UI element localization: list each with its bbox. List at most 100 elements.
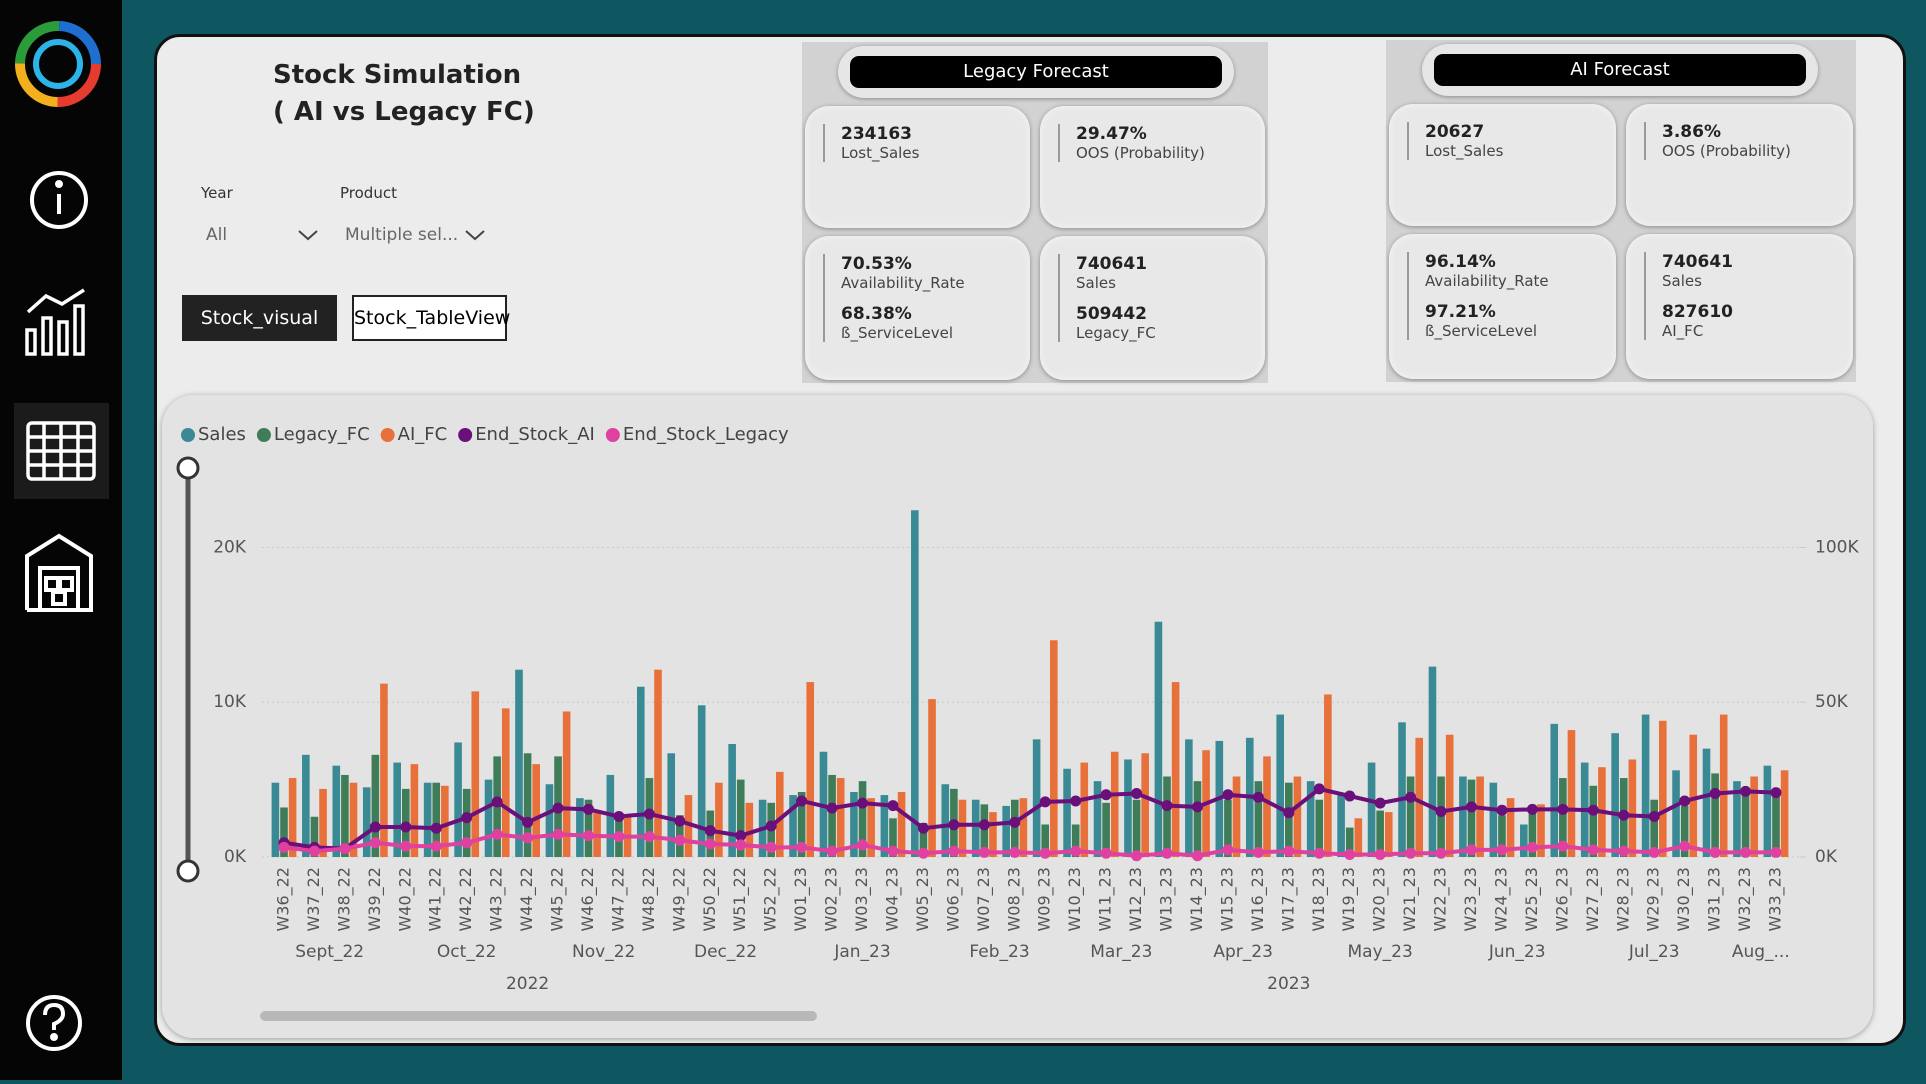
y-tick-label: 20K [213, 537, 247, 557]
bar [1750, 776, 1758, 857]
bar [1780, 770, 1789, 857]
kpi-label: Availability_Rate [1425, 272, 1549, 290]
line-point [1039, 796, 1051, 808]
line-point [796, 841, 808, 853]
bar [1689, 734, 1698, 857]
kpi-label: Sales [1662, 272, 1702, 290]
x-month-label: Dec_22 [694, 942, 757, 962]
x-tick-label: W33_23 [1766, 867, 1786, 932]
bar [684, 795, 693, 857]
line-point [1405, 847, 1417, 859]
line-point [1131, 788, 1143, 800]
bar [1315, 799, 1324, 857]
x-tick-label: W45_22 [548, 867, 568, 932]
line-point [704, 825, 716, 837]
line-point [1709, 788, 1721, 800]
bar [271, 782, 280, 857]
bar [1672, 770, 1680, 857]
nav-button[interactable]: Stock_visual [182, 295, 337, 341]
bar [332, 765, 341, 857]
x-scrollbar[interactable] [260, 1011, 817, 1021]
line-point [1313, 783, 1325, 795]
x-tick-label: W09_23 [1035, 867, 1055, 932]
bar [858, 781, 867, 857]
kpi-card: 3.86% OOS (Probability) [1626, 104, 1853, 226]
x-tick-label: W14_23 [1187, 867, 1207, 932]
bar [806, 682, 815, 857]
chart-icon-bar [41, 316, 53, 356]
line-point [491, 828, 503, 840]
bar [958, 799, 967, 857]
legend-label: AI_FC [398, 424, 448, 445]
kpi-value: 827610 [1662, 302, 1733, 322]
line-point [1100, 789, 1112, 801]
x-tick-label: W20_23 [1370, 867, 1390, 932]
bar [941, 784, 950, 857]
y-slider-handle[interactable] [176, 859, 200, 883]
bar [441, 785, 449, 857]
x-tick-label: W21_23 [1400, 867, 1420, 932]
bar [911, 510, 919, 857]
x-tick-label: W47_22 [608, 867, 628, 932]
help-icon[interactable] [26, 995, 82, 1051]
sidebar [0, 0, 122, 1080]
line-point [552, 802, 564, 814]
x-tick-label: W15_23 [1217, 867, 1237, 932]
x-tick-label: W30_23 [1674, 867, 1694, 932]
kpi-card-body: 3.86% OOS (Probability) [1644, 122, 1835, 160]
y2-tick-label: 50K [1815, 692, 1849, 712]
bar [1733, 781, 1741, 857]
bar [667, 753, 676, 857]
filter-label: Year [201, 184, 233, 202]
line-point [1770, 787, 1782, 799]
y2-tick-label: 0K [1815, 847, 1838, 867]
warehouse-icon[interactable] [25, 533, 93, 612]
bar [980, 804, 989, 857]
line-point [430, 822, 442, 834]
kpi-label: Lost_Sales [841, 144, 920, 162]
line-point [1252, 846, 1264, 858]
bar [1010, 799, 1019, 857]
line-point [430, 840, 442, 852]
line-point [796, 795, 808, 807]
line-point [704, 838, 716, 850]
y-tick-label: 0K [224, 847, 247, 867]
bar [897, 791, 906, 857]
line-point [1191, 850, 1203, 862]
logo[interactable] [15, 21, 101, 107]
filter-dropdown[interactable]: All [206, 225, 228, 245]
table-icon [26, 421, 96, 481]
chart-icon-bar [25, 328, 37, 356]
dropdown-chevron[interactable] [297, 228, 319, 242]
x-tick-label: W50_22 [700, 867, 720, 932]
line-point [1405, 791, 1417, 803]
bar [593, 810, 601, 857]
bar [1489, 782, 1498, 857]
kpi-header: Legacy Forecast [850, 56, 1222, 88]
line-point [1466, 801, 1478, 813]
bar [1032, 739, 1041, 857]
line-point [1587, 844, 1599, 856]
bar [1124, 759, 1132, 857]
line-point [1252, 791, 1264, 803]
line-point [1526, 841, 1538, 853]
chart-icon[interactable] [25, 288, 85, 356]
filter-dropdown[interactable]: Multiple sel... [345, 225, 459, 245]
info-icon[interactable] [30, 171, 88, 229]
x-month-label: Oct_22 [437, 942, 497, 962]
x-tick-label: W19_23 [1339, 867, 1359, 932]
chevron [465, 230, 485, 241]
x-tick-label: W48_22 [639, 867, 659, 932]
legend-marker [256, 428, 271, 442]
kpi-card: 234163 Lost_Sales [805, 106, 1030, 228]
x-tick-label: W27_23 [1583, 867, 1603, 932]
bar [562, 711, 571, 857]
nav-button[interactable]: Stock_TableView [352, 295, 510, 341]
bar [654, 669, 662, 857]
dropdown-chevron[interactable] [464, 228, 486, 242]
line-point [857, 839, 869, 851]
bar [1659, 720, 1667, 857]
y-slider-handle[interactable] [176, 456, 200, 480]
line-point [674, 815, 686, 827]
